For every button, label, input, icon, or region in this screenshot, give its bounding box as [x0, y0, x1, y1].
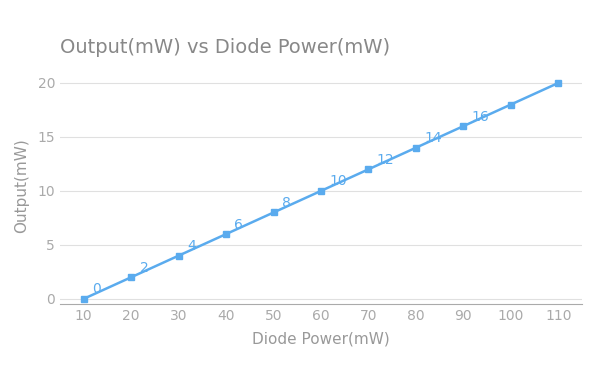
Text: 2: 2 [140, 261, 148, 275]
Text: 0: 0 [92, 282, 101, 296]
Text: 10: 10 [329, 174, 347, 188]
Text: 16: 16 [472, 109, 490, 124]
Text: 8: 8 [282, 196, 291, 210]
Y-axis label: Output(mW): Output(mW) [14, 138, 29, 233]
Text: 6: 6 [235, 217, 243, 232]
X-axis label: Diode Power(mW): Diode Power(mW) [252, 331, 390, 347]
Text: 4: 4 [187, 239, 196, 253]
Text: 14: 14 [424, 131, 442, 145]
Text: 12: 12 [377, 153, 394, 167]
Text: Output(mW) vs Diode Power(mW): Output(mW) vs Diode Power(mW) [60, 38, 390, 57]
